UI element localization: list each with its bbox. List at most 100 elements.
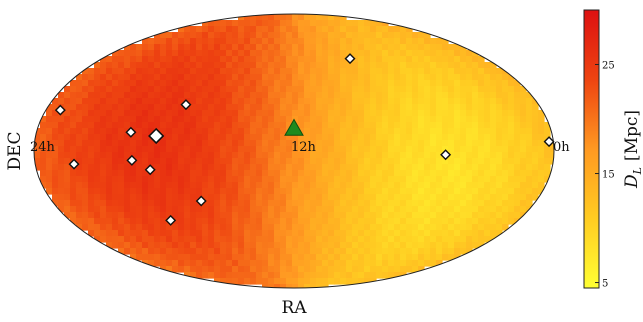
heatmap-cell <box>478 146 485 153</box>
heatmap-cell <box>502 122 509 129</box>
heatmap-cell <box>544 158 551 165</box>
heatmap-cell <box>256 98 263 105</box>
heatmap-cell <box>334 266 341 273</box>
heatmap-cell <box>448 62 455 69</box>
heatmap-cell <box>418 134 425 141</box>
heatmap-cell <box>220 62 227 69</box>
heatmap-cell <box>268 14 275 21</box>
heatmap-cell <box>88 224 95 231</box>
heatmap-cell <box>304 110 311 117</box>
heatmap-cell <box>424 32 431 39</box>
heatmap-cell <box>238 98 245 105</box>
heatmap-cell <box>112 194 119 201</box>
heatmap-cell <box>256 14 263 21</box>
heatmap-cell <box>442 158 449 165</box>
heatmap-cell <box>538 128 545 135</box>
heatmap-cell <box>322 242 329 249</box>
heatmap-cell <box>136 218 143 225</box>
heatmap-cell <box>172 140 179 147</box>
heatmap-cell <box>454 92 461 99</box>
heatmap-cell <box>352 242 359 249</box>
heatmap-cell <box>346 122 353 129</box>
heatmap-cell <box>316 50 323 57</box>
heatmap-cell <box>88 152 95 159</box>
heatmap-cell <box>106 188 113 195</box>
heatmap-cell <box>316 182 323 189</box>
heatmap-cell <box>100 86 107 93</box>
heatmap-cell <box>244 14 251 21</box>
heatmap-cell <box>304 206 311 213</box>
heatmap-cell <box>406 158 413 165</box>
heatmap-cell <box>196 68 203 75</box>
heatmap-cell <box>280 152 287 159</box>
heatmap-cell <box>454 62 461 69</box>
heatmap-cell <box>316 86 323 93</box>
heatmap-cell <box>490 212 497 219</box>
heatmap-cell <box>364 266 371 273</box>
heatmap-cell <box>100 218 107 225</box>
heatmap-cell <box>214 68 221 75</box>
heatmap-cell <box>490 86 497 93</box>
heatmap-cell <box>358 104 365 111</box>
heatmap-cell <box>118 188 125 195</box>
colorbar-label-main: D <box>622 174 642 189</box>
heatmap-cell <box>100 110 107 117</box>
heatmap-cell <box>376 236 383 243</box>
heatmap-cell <box>364 98 371 105</box>
heatmap-cell <box>238 278 245 285</box>
heatmap-cell <box>358 152 365 159</box>
heatmap-cell <box>484 218 491 225</box>
heatmap-cell <box>154 248 161 255</box>
heatmap-cell <box>208 44 215 51</box>
heatmap-cell <box>220 272 227 279</box>
heatmap-cell <box>160 38 167 45</box>
heatmap-cell <box>394 134 401 141</box>
heatmap-cell <box>280 26 287 33</box>
heatmap-cell <box>472 236 479 243</box>
heatmap-cell <box>514 158 521 165</box>
heatmap-cell <box>400 242 407 249</box>
heatmap-cell <box>286 14 293 21</box>
heatmap-cell <box>142 206 149 213</box>
heatmap-cell <box>454 206 461 213</box>
heatmap-cell <box>394 44 401 51</box>
heatmap-cell <box>352 44 359 51</box>
heatmap-cell <box>220 200 227 207</box>
heatmap-cell <box>292 134 299 141</box>
heatmap-cell <box>370 140 377 147</box>
heatmap-cell <box>496 68 503 75</box>
heatmap-cell <box>394 254 401 261</box>
heatmap-cell <box>430 230 437 237</box>
heatmap-cell <box>274 92 281 99</box>
heatmap-cell <box>88 116 95 123</box>
heatmap-cell <box>316 122 323 129</box>
heatmap-cell <box>190 266 197 273</box>
heatmap-cell <box>484 146 491 153</box>
heatmap-cell <box>58 164 65 171</box>
heatmap-cell <box>394 92 401 99</box>
heatmap-cell <box>532 116 539 123</box>
heatmap-cell <box>280 32 287 39</box>
heatmap-cell <box>364 260 371 267</box>
heatmap-cell <box>214 26 221 33</box>
heatmap-cell <box>376 62 383 69</box>
heatmap-cell <box>286 38 293 45</box>
heatmap-cell <box>328 128 335 135</box>
heatmap-cell <box>142 92 149 99</box>
heatmap-cell <box>478 98 485 105</box>
heatmap-cell <box>238 92 245 99</box>
heatmap-cell <box>436 146 443 153</box>
heatmap-cell <box>262 284 269 288</box>
heatmap-cell <box>316 278 323 285</box>
heatmap-cell <box>274 68 281 75</box>
heatmap-cell <box>178 182 185 189</box>
heatmap-cell <box>256 140 263 147</box>
heatmap-cell <box>490 158 497 165</box>
heatmap-cell <box>376 260 383 267</box>
heatmap-cell <box>166 38 173 45</box>
heatmap-cell <box>430 50 437 57</box>
heatmap-cell <box>202 176 209 183</box>
heatmap-cell <box>64 158 71 165</box>
heatmap-cell <box>424 158 431 165</box>
heatmap-cell <box>346 110 353 117</box>
